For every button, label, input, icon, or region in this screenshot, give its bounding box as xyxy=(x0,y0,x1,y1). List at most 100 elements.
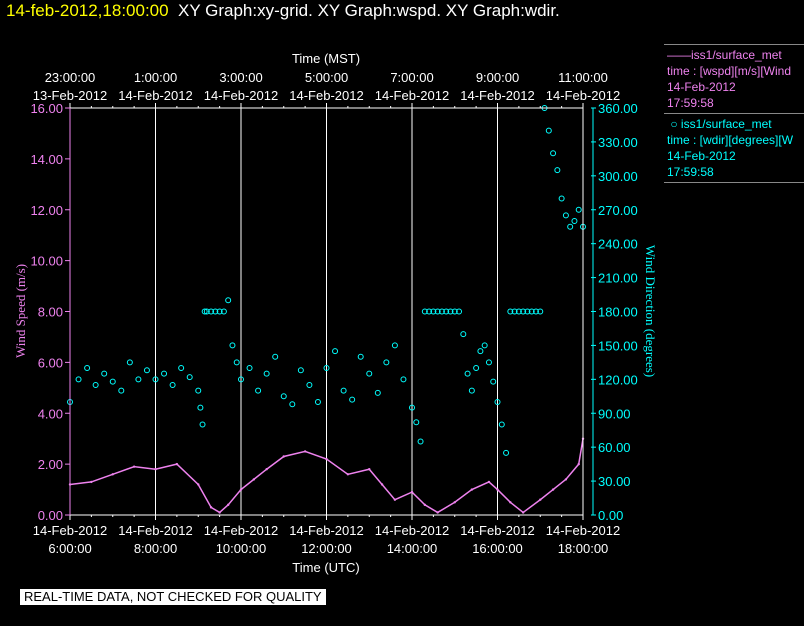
legend-wdir-name: iss1/surface_met xyxy=(680,117,772,131)
wspd-point xyxy=(521,511,525,514)
wdir-point xyxy=(126,359,133,366)
wdir-point xyxy=(118,387,125,394)
wdir-point xyxy=(511,308,518,315)
right-tick-label: 90.00 xyxy=(598,406,631,421)
wdir-point xyxy=(233,359,240,366)
legend-wspd-date: 14-Feb-2012 xyxy=(667,80,736,94)
wdir-point xyxy=(391,342,398,349)
left-tick-label: 16.00 xyxy=(30,101,63,116)
top-tick-time: 1:00:00 xyxy=(134,70,177,85)
wspd-point xyxy=(197,483,200,486)
wdir-point xyxy=(532,308,539,315)
wspd-point xyxy=(226,503,230,507)
wdir-point xyxy=(567,223,574,230)
wspd-point xyxy=(368,468,371,471)
wdir-point xyxy=(515,308,522,315)
legend-wspd-desc: time : [wspd][m/s][Wind xyxy=(667,64,792,78)
wdir-point xyxy=(400,376,407,383)
wdir-point xyxy=(430,308,437,315)
right-tick-label: 150.00 xyxy=(598,338,638,353)
wdir-point xyxy=(434,308,441,315)
right-tick-label: 330.00 xyxy=(598,135,638,150)
top-tick-date: 14-Feb-2012 xyxy=(546,88,620,103)
wspd-point xyxy=(380,483,384,486)
wdir-point xyxy=(558,195,565,202)
wdir-point xyxy=(550,150,557,157)
left-tick-label: 8.00 xyxy=(38,305,63,320)
wspd-point xyxy=(346,473,350,476)
top-tick-date: 14-Feb-2012 xyxy=(460,88,534,103)
wspd-point xyxy=(470,488,474,491)
wdir-point xyxy=(332,348,339,355)
wdir-point xyxy=(306,381,313,388)
right-tick-label: 30.00 xyxy=(598,474,631,489)
wspd-point xyxy=(410,490,414,494)
top-axis-label: Time (MST) xyxy=(292,51,360,66)
wdir-point xyxy=(524,308,531,315)
left-axis-label: Wind Speed (m/s) xyxy=(13,264,28,358)
right-tick-label: 0.00 xyxy=(598,508,623,523)
wspd-point xyxy=(496,488,499,491)
series-layer xyxy=(67,105,586,514)
wspd-point xyxy=(453,501,456,504)
wdir-point xyxy=(143,367,150,374)
wspd-point xyxy=(303,450,307,453)
wdir-point xyxy=(451,308,458,315)
wdir-point xyxy=(263,370,270,377)
wdir-point xyxy=(246,365,253,372)
left-tick-label: 10.00 xyxy=(30,254,63,269)
wspd-point xyxy=(509,501,512,504)
wdir-point xyxy=(349,396,356,403)
wdir-point xyxy=(238,376,244,383)
wdir-point xyxy=(503,449,510,456)
wdir-point xyxy=(571,218,578,225)
bottom-tick-time: 12:00:00 xyxy=(301,541,352,556)
wdir-point xyxy=(225,297,232,304)
wdir-point xyxy=(109,378,116,385)
bottom-tick-date: 14-Feb-2012 xyxy=(118,523,192,538)
legend: ——iss1/surface_met time : [wspd][m/s][Wi… xyxy=(664,44,804,183)
bottom-axis-label: Time (UTC) xyxy=(292,560,359,575)
wdir-point xyxy=(409,404,415,411)
top-tick-time: 3:00:00 xyxy=(219,70,262,85)
wdir-point xyxy=(297,367,304,374)
wdir-point xyxy=(186,374,193,381)
wdir-point xyxy=(417,438,424,445)
legend-wdir-time: 17:59:58 xyxy=(667,165,714,179)
bottom-tick-time: 16:00:00 xyxy=(472,541,523,556)
right-tick-label: 270.00 xyxy=(598,203,638,218)
wspd-point xyxy=(239,488,243,491)
wdir-point xyxy=(366,370,373,377)
quality-note: REAL-TIME DATA, NOT CHECKED FOR QUALITY xyxy=(20,589,326,605)
wdir-point xyxy=(528,308,535,315)
legend-wspd-name: iss1/surface_met xyxy=(691,48,782,62)
wdir-point xyxy=(507,308,514,315)
wdir-point xyxy=(438,308,445,315)
legend-wspd: ——iss1/surface_met time : [wspd][m/s][Wi… xyxy=(664,44,804,114)
wdir-point xyxy=(537,308,544,315)
legend-wdir-date: 14-Feb-2012 xyxy=(667,149,736,163)
wdir-point xyxy=(84,365,91,372)
circle-marker-icon: ○ xyxy=(667,117,681,131)
wdir-point xyxy=(220,308,227,315)
legend-wdir-desc: time : [wdir][degrees][W xyxy=(667,133,794,147)
bottom-tick-time: 6:00:00 xyxy=(48,541,91,556)
right-tick-label: 180.00 xyxy=(598,305,638,320)
wdir-point xyxy=(575,206,582,213)
wdir-point xyxy=(203,308,210,315)
wdir-point xyxy=(135,376,142,383)
wspd-point xyxy=(175,462,179,466)
wdir-point xyxy=(92,381,99,388)
wdir-point xyxy=(201,308,208,315)
wdir-point xyxy=(374,389,381,396)
wdir-point xyxy=(195,387,202,394)
bottom-tick-date: 14-Feb-2012 xyxy=(33,523,107,538)
title-timestamp: 14-feb-2012,18:00:00 xyxy=(6,1,169,20)
top-tick-date: 14-Feb-2012 xyxy=(118,88,192,103)
wdir-point xyxy=(212,308,219,315)
wdir-point xyxy=(229,342,236,349)
wdir-point xyxy=(255,387,262,394)
wdir-point xyxy=(152,376,159,383)
left-tick-label: 4.00 xyxy=(38,406,63,421)
